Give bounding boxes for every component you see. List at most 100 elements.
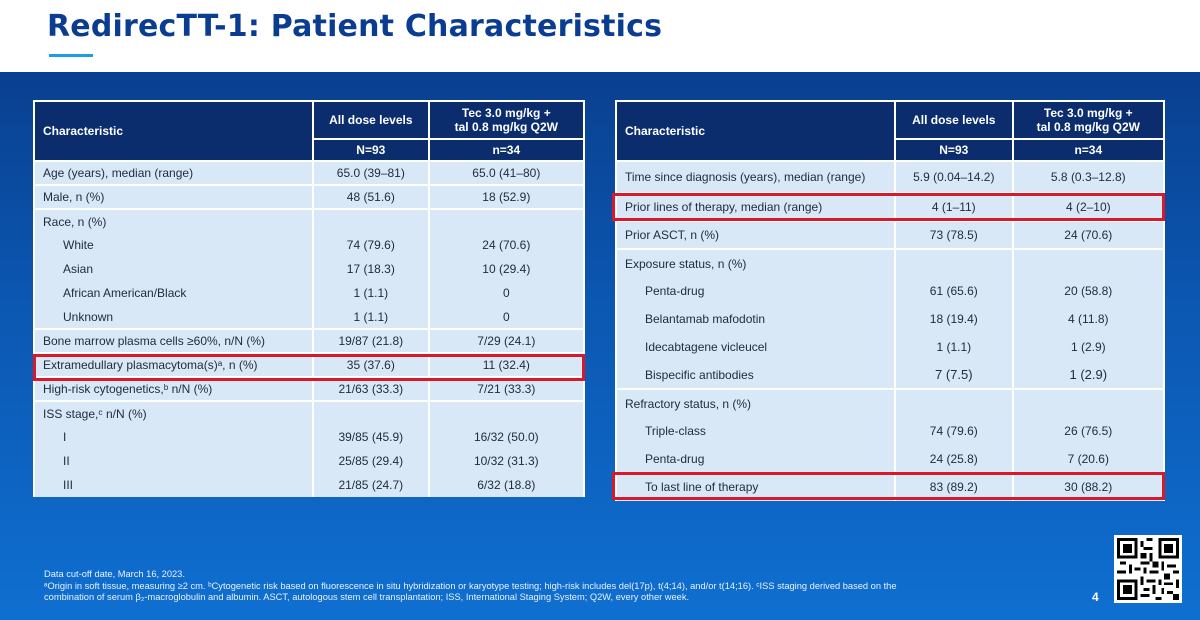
header-tec-line1: Tec 3.0 mg/kg + bbox=[1043, 106, 1133, 120]
header-tec-line2: tal 0.8 mg/kg Q2W bbox=[454, 120, 558, 134]
row-value: 65.0 (41–80) bbox=[427, 160, 586, 185]
row-value: 26 (76.5) bbox=[1011, 417, 1166, 445]
header-tec-tal: Tec 3.0 mg/kg + tal 0.8 mg/kg Q2W bbox=[427, 100, 586, 140]
table-row: Extramedullary plasmacytoma(s)ᵃ, n (%) 35… bbox=[32, 352, 586, 377]
table-row: Idecabtagene vicleucel 1 (1.1) 1 (2.9) bbox=[615, 333, 1166, 361]
row-value: 24 (70.6) bbox=[427, 233, 586, 257]
row-label: Asian bbox=[32, 257, 315, 281]
header-tec-tal: Tec 3.0 mg/kg + tal 0.8 mg/kg Q2W bbox=[1011, 100, 1166, 140]
table-row: Triple-class 74 (79.6) 26 (76.5) bbox=[615, 417, 1166, 445]
row-value: 7/21 (33.3) bbox=[427, 376, 586, 401]
row-value: 7 (20.6) bbox=[1011, 445, 1166, 473]
row-value: 6/32 (18.8) bbox=[427, 473, 586, 497]
table-row: Age (years), median (range) 65.0 (39–81) 6… bbox=[32, 160, 586, 185]
row-value: 21/63 (33.3) bbox=[312, 376, 430, 401]
row-label: Time since diagnosis (years), median (ra… bbox=[615, 160, 896, 193]
table-row: High-risk cytogenetics,ᵇ n/N (%) 21/63 (3… bbox=[32, 376, 586, 401]
row-label: Male, n (%) bbox=[32, 184, 315, 209]
row-label: II bbox=[32, 449, 315, 473]
row-value: 1 (2.9) bbox=[1011, 361, 1166, 389]
row-value: 4 (1–11) bbox=[893, 192, 1014, 221]
row-value: 48 (51.6) bbox=[312, 184, 430, 209]
row-value: 24 (25.8) bbox=[893, 445, 1014, 473]
table-row: Penta-drug 24 (25.8) 7 (20.6) bbox=[615, 445, 1166, 473]
row-value: 1 (1.1) bbox=[312, 305, 430, 329]
row-value: 74 (79.6) bbox=[312, 233, 430, 257]
left-characteristics-table: Characteristic All dose levels Tec 3.0 m… bbox=[32, 100, 586, 497]
footnote-cutoff: Data cut-off date, March 16, 2023. bbox=[44, 569, 185, 579]
table-row: Belantamab mafodotin 18 (19.4) 4 (11.8) bbox=[615, 305, 1166, 333]
table-row: To last line of therapy 83 (89.2) 30 (88.2… bbox=[615, 473, 1166, 501]
row-value: 4 (11.8) bbox=[1011, 305, 1166, 333]
table-row: III 21/85 (24.7) 6/32 (18.8) bbox=[32, 473, 586, 497]
table-row: Prior ASCT, n (%) 73 (78.5) 24 (70.6) bbox=[615, 220, 1166, 249]
header-tec-line1: Tec 3.0 mg/kg + bbox=[461, 106, 551, 120]
right-characteristics-table: Characteristic All dose levels Tec 3.0 m… bbox=[615, 100, 1166, 501]
row-label: ISS stage,ᶜ n/N (%) bbox=[32, 400, 315, 425]
page-number: 4 bbox=[1092, 590, 1099, 604]
header-n-tec: n=34 bbox=[427, 138, 586, 162]
header-n-tec: n=34 bbox=[1011, 138, 1166, 162]
row-value: 1 (1.1) bbox=[312, 281, 430, 305]
table-row: Exposure status, n (%) bbox=[615, 248, 1166, 277]
row-value: 0 bbox=[427, 281, 586, 305]
row-value: 1 (2.9) bbox=[1011, 333, 1166, 361]
row-label: High-risk cytogenetics,ᵇ n/N (%) bbox=[32, 376, 315, 401]
row-value: 83 (89.2) bbox=[893, 473, 1014, 501]
row-value: 61 (65.6) bbox=[893, 277, 1014, 305]
row-value: 5.8 (0.3–12.8) bbox=[1011, 160, 1166, 193]
row-value: 20 (58.8) bbox=[1011, 277, 1166, 305]
row-label: Penta-drug bbox=[615, 445, 896, 473]
table-row: Bispecific antibodies 7 (7.5) 1 (2.9) bbox=[615, 361, 1166, 389]
row-label: Exposure status, n (%) bbox=[615, 248, 896, 277]
qr-code-icon[interactable] bbox=[1114, 535, 1182, 603]
row-label: Penta-drug bbox=[615, 277, 896, 305]
table-row: Prior lines of therapy, median (range) 4 … bbox=[615, 192, 1166, 221]
row-value: 11 (32.4) bbox=[427, 352, 586, 377]
row-label: To last line of therapy bbox=[615, 473, 896, 501]
table-row: White 74 (79.6) 24 (70.6) bbox=[32, 233, 586, 257]
title-bar: RedirecTT-1: Patient Characteristics bbox=[0, 0, 1200, 72]
row-value: 1 (1.1) bbox=[893, 333, 1014, 361]
row-value bbox=[427, 208, 586, 233]
row-label: Prior ASCT, n (%) bbox=[615, 220, 896, 249]
row-label: III bbox=[32, 473, 315, 497]
row-value bbox=[312, 400, 430, 425]
table-row: Refractory status, n (%) bbox=[615, 388, 1166, 417]
row-value: 7/29 (24.1) bbox=[427, 328, 586, 353]
header-all-dose: All dose levels bbox=[893, 100, 1014, 140]
table-row: ISS stage,ᶜ n/N (%) bbox=[32, 400, 586, 425]
header-n-all: N=93 bbox=[312, 138, 430, 162]
table-row: Male, n (%) 48 (51.6) 18 (52.9) bbox=[32, 184, 586, 209]
row-value: 18 (19.4) bbox=[893, 305, 1014, 333]
footnote-definitions: ᵃOrigin in soft tissue, measuring ≥2 cm.… bbox=[44, 580, 897, 591]
row-label: White bbox=[32, 233, 315, 257]
row-value: 24 (70.6) bbox=[1011, 220, 1166, 249]
table-row: Bone marrow plasma cells ≥60%, n/N (%) 19… bbox=[32, 328, 586, 353]
header-characteristic: Characteristic bbox=[32, 100, 315, 162]
row-label: Belantamab mafodotin bbox=[615, 305, 896, 333]
header-tec-line2: tal 0.8 mg/kg Q2W bbox=[1036, 120, 1140, 134]
row-value: 30 (88.2) bbox=[1011, 473, 1166, 501]
row-value: 7 (7.5) bbox=[893, 361, 1014, 389]
row-value bbox=[893, 248, 1014, 277]
row-value: 35 (37.6) bbox=[312, 352, 430, 377]
row-value: 17 (18.3) bbox=[312, 257, 430, 281]
table-row: Asian 17 (18.3) 10 (29.4) bbox=[32, 257, 586, 281]
table-row: I 39/85 (45.9) 16/32 (50.0) bbox=[32, 425, 586, 449]
row-value: 19/87 (21.8) bbox=[312, 328, 430, 353]
table-row: Time since diagnosis (years), median (ra… bbox=[615, 160, 1166, 193]
header-all-dose: All dose levels bbox=[312, 100, 430, 140]
row-value bbox=[1011, 388, 1166, 417]
header-characteristic: Characteristic bbox=[615, 100, 896, 162]
row-label: Bone marrow plasma cells ≥60%, n/N (%) bbox=[32, 328, 315, 353]
table-row: Race, n (%) bbox=[32, 208, 586, 233]
row-label: Prior lines of therapy, median (range) bbox=[615, 192, 896, 221]
row-value: 39/85 (45.9) bbox=[312, 425, 430, 449]
row-value: 65.0 (39–81) bbox=[312, 160, 430, 185]
row-value: 10/32 (31.3) bbox=[427, 449, 586, 473]
table-row: II 25/85 (29.4) 10/32 (31.3) bbox=[32, 449, 586, 473]
row-value: 5.9 (0.04–14.2) bbox=[893, 160, 1014, 193]
row-label: Idecabtagene vicleucel bbox=[615, 333, 896, 361]
table-row: African American/Black 1 (1.1) 0 bbox=[32, 281, 586, 305]
